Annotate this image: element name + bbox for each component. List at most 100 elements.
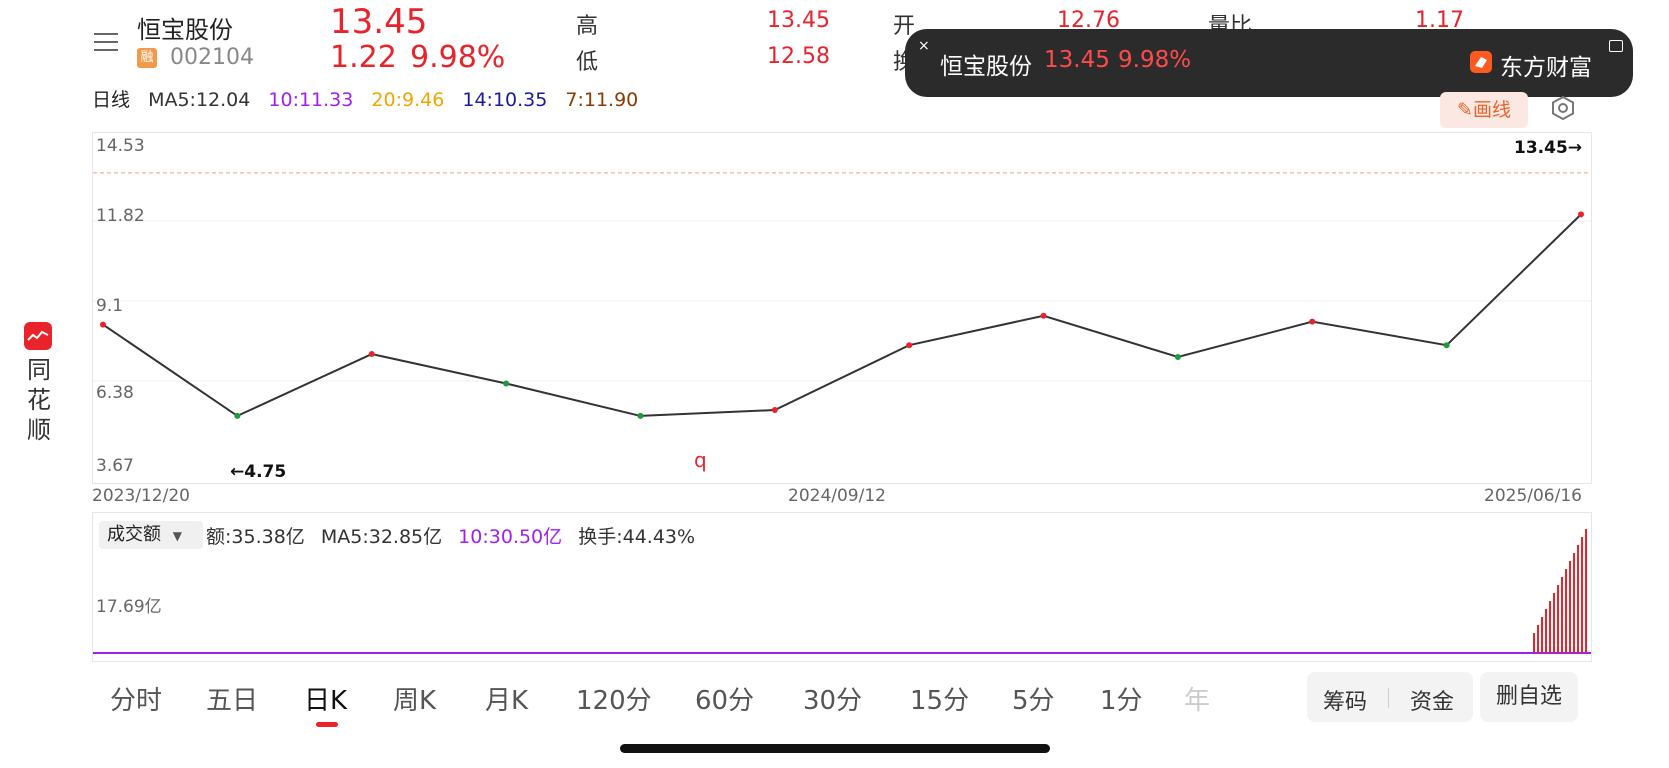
- tab-15min[interactable]: 15分: [910, 686, 970, 716]
- volume-bar: [1541, 617, 1543, 653]
- last-price-marker: 13.45→: [1514, 138, 1583, 158]
- ma5-point: [368, 351, 375, 358]
- volume-bar: [1557, 585, 1559, 653]
- volume-bar: [1569, 561, 1571, 653]
- volume-ma5: MA5:32.85亿: [320, 526, 443, 548]
- volume-indicator-select[interactable]: 成交额 ▼: [99, 521, 203, 549]
- ma5-point: [1040, 312, 1047, 319]
- volume-bar: [1545, 609, 1547, 653]
- notification-toast[interactable]: [905, 29, 1633, 97]
- ma5-point: [1443, 342, 1450, 349]
- volume-bar: [1581, 537, 1583, 653]
- active-tab-indicator: [316, 722, 338, 727]
- toast-price: 13.45: [1044, 47, 1110, 73]
- ma5-point: [1309, 318, 1316, 325]
- ma7-value: 7:11.90: [565, 89, 639, 111]
- tab-year[interactable]: 年: [1184, 686, 1211, 716]
- remove-watchlist-button[interactable]: 删自选: [1480, 672, 1578, 722]
- volume-indicator-label: 成交额: [107, 524, 161, 545]
- picture-in-picture-icon[interactable]: [1609, 40, 1623, 52]
- date-start: 2023/12/20: [92, 486, 190, 506]
- ma-legend: 日线 MA5:12.04 10:11.33 20:9.46 14:10.35 7…: [92, 85, 650, 112]
- tab-daily-k[interactable]: 日K: [304, 686, 348, 716]
- volume-bar: [1573, 553, 1575, 653]
- divider: [1388, 688, 1389, 708]
- kline-chart[interactable]: [92, 132, 1592, 484]
- price-axis-label-3: 9.1: [96, 296, 124, 316]
- settings-icon[interactable]: [1550, 95, 1576, 125]
- home-indicator[interactable]: [620, 744, 1050, 753]
- ma14-value: 14:10.35: [462, 89, 548, 111]
- ma5-value: MA5:12.04: [148, 89, 251, 111]
- price-axis-label-2: 11.82: [96, 206, 145, 226]
- volume-turnover: 换手:44.43%: [578, 526, 696, 548]
- volume-amount: 额:35.38亿: [206, 526, 305, 548]
- price-axis-label-bottom: 3.67: [96, 456, 134, 476]
- ma5-point: [234, 412, 241, 419]
- draw-line-button[interactable]: ✎画线: [1440, 92, 1528, 128]
- ma5-point: [637, 412, 644, 419]
- funds-button[interactable]: 资金: [1410, 690, 1455, 715]
- draw-line-label: 画线: [1472, 99, 1511, 121]
- stat-open-value: 12.76: [1057, 8, 1120, 33]
- tab-30min[interactable]: 30分: [803, 686, 863, 716]
- tab-60min[interactable]: 60分: [695, 686, 755, 716]
- toast-stock-name: 恒宝股份: [940, 54, 1032, 80]
- tab-120min[interactable]: 120分: [576, 686, 652, 716]
- price-axis-label-top: 14.53: [96, 136, 145, 156]
- stock-code: 002104: [170, 45, 254, 70]
- tab-intraday[interactable]: 分时: [110, 686, 163, 716]
- volume-bar: [1565, 569, 1567, 653]
- toast-brand: 东方财富: [1500, 55, 1592, 81]
- ths-logo-icon: [24, 322, 52, 350]
- tab-weekly-k[interactable]: 周K: [393, 686, 437, 716]
- current-price: 13.45: [330, 2, 428, 42]
- eastmoney-logo-icon: [1470, 51, 1492, 73]
- ma5-line: [102, 213, 1582, 418]
- price-axis-label-4: 6.38: [96, 383, 134, 403]
- tab-five-day[interactable]: 五日: [206, 686, 259, 716]
- tab-5min[interactable]: 5分: [1012, 686, 1055, 716]
- triangle-down-icon: ▼: [172, 529, 182, 543]
- margin-badge: 融: [137, 48, 157, 68]
- menu-icon[interactable]: [92, 28, 120, 56]
- close-icon[interactable]: ×: [918, 38, 930, 54]
- volume-bar: [1533, 633, 1535, 653]
- volume-bar: [1549, 601, 1551, 653]
- chips-funds-group: [1307, 672, 1473, 722]
- volume-bar: [1537, 625, 1539, 653]
- stat-high-label: 高: [576, 14, 599, 39]
- ma5-point: [906, 342, 913, 349]
- ma10-value: 10:11.33: [268, 89, 354, 111]
- ma5-point: [1174, 353, 1181, 360]
- low-price-marker: ←4.75: [230, 462, 287, 482]
- period-label: 日线: [92, 89, 131, 111]
- volume-bar: [1577, 545, 1579, 653]
- volume-bar: [1561, 577, 1563, 653]
- ma5-point: [1578, 211, 1584, 218]
- chips-button[interactable]: 筹码: [1323, 690, 1368, 715]
- pencil-icon: ✎: [1457, 99, 1473, 121]
- ma20-value: 20:9.46: [371, 89, 445, 111]
- volume-info: 额:35.38亿 MA5:32.85亿 10:30.50亿 换手:44.43%: [206, 522, 705, 549]
- stat-low-label: 低: [576, 50, 599, 75]
- date-mid: 2024/09/12: [788, 486, 886, 506]
- volume-bar: [1553, 593, 1555, 653]
- price-change: 1.22: [330, 40, 397, 75]
- price-change-pct: 9.98%: [410, 40, 506, 75]
- cursor-label: q: [694, 448, 707, 472]
- tab-1min[interactable]: 1分: [1100, 686, 1143, 716]
- volume-bar: [1585, 529, 1587, 653]
- volume-chart[interactable]: [92, 512, 1592, 662]
- stat-open-label: 开: [893, 14, 916, 39]
- brand-name: 同花顺: [27, 356, 51, 444]
- tab-monthly-k[interactable]: 月K: [485, 686, 529, 716]
- toast-pct: 9.98%: [1118, 47, 1192, 73]
- ma5-point: [771, 407, 778, 414]
- ma5-point: [100, 321, 106, 328]
- stat-high-value: 13.45: [767, 8, 830, 33]
- ma5-point: [503, 380, 510, 387]
- volume-ma10: 10:30.50亿: [458, 526, 563, 548]
- stat-volratio-value: 1.17: [1415, 8, 1464, 33]
- volume-scale-label: 17.69亿: [96, 597, 162, 617]
